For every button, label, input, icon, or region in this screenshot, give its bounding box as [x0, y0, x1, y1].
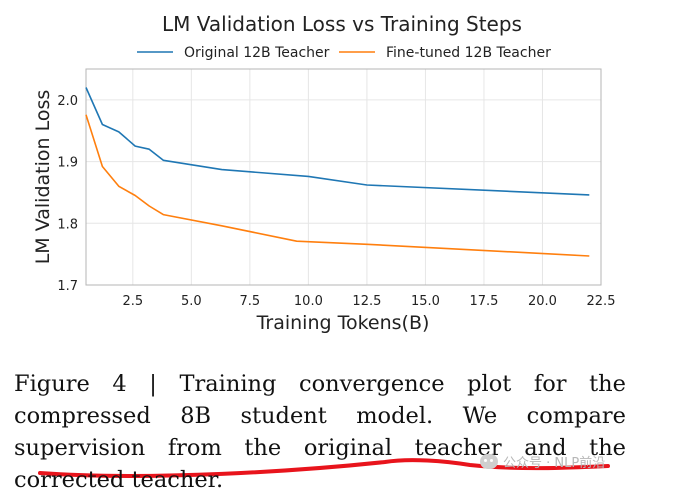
x-axis-label: Training Tokens(B): [256, 312, 430, 334]
x-tick-label: 7.5: [240, 294, 261, 309]
series-line-original: [85, 87, 590, 196]
watermark-text: 公众号 · NLP前沿: [503, 456, 606, 471]
watermark: 公众号 · NLP前沿: [480, 452, 605, 471]
red-underline: [38, 458, 610, 478]
legend-label-original: Original 12B Teacher: [184, 45, 330, 61]
x-tick-label: 17.5: [469, 294, 498, 309]
y-tick-label: 1.7: [57, 279, 78, 294]
legend: Original 12B Teacher Fine-tuned 12B Teac…: [137, 45, 551, 61]
chart-title: LM Validation Loss vs Training Steps: [162, 12, 522, 36]
legend-label-finetuned: Fine-tuned 12B Teacher: [386, 45, 551, 61]
y-tick-label: 1.9: [57, 156, 78, 171]
chat-bubble-icon: [480, 454, 498, 469]
x-tick-label: 20.0: [528, 294, 557, 309]
y-axis-label: LM Validation Loss: [32, 90, 54, 265]
x-tick-label: 22.5: [587, 294, 616, 309]
y-tick-label: 2.0: [57, 94, 78, 109]
x-tick-label: 10.0: [294, 294, 323, 309]
plot-frame: [85, 68, 602, 286]
series-line-finetuned: [85, 114, 590, 257]
figure-caption: Figure 4 | Training convergence plot for…: [14, 371, 626, 493]
y-axis-ticks: 1.7 1.8 1.9 2.0: [57, 94, 78, 294]
x-tick-label: 5.0: [181, 294, 202, 309]
x-axis-ticks: 2.5 5.0 7.5 10.0 12.5 15.0 17.5 20.0 22.5: [122, 294, 615, 309]
x-tick-label: 15.0: [411, 294, 440, 309]
y-tick-label: 1.8: [57, 217, 78, 232]
x-tick-label: 12.5: [352, 294, 381, 309]
x-tick-label: 2.5: [122, 294, 143, 309]
series-lines: [85, 87, 590, 257]
